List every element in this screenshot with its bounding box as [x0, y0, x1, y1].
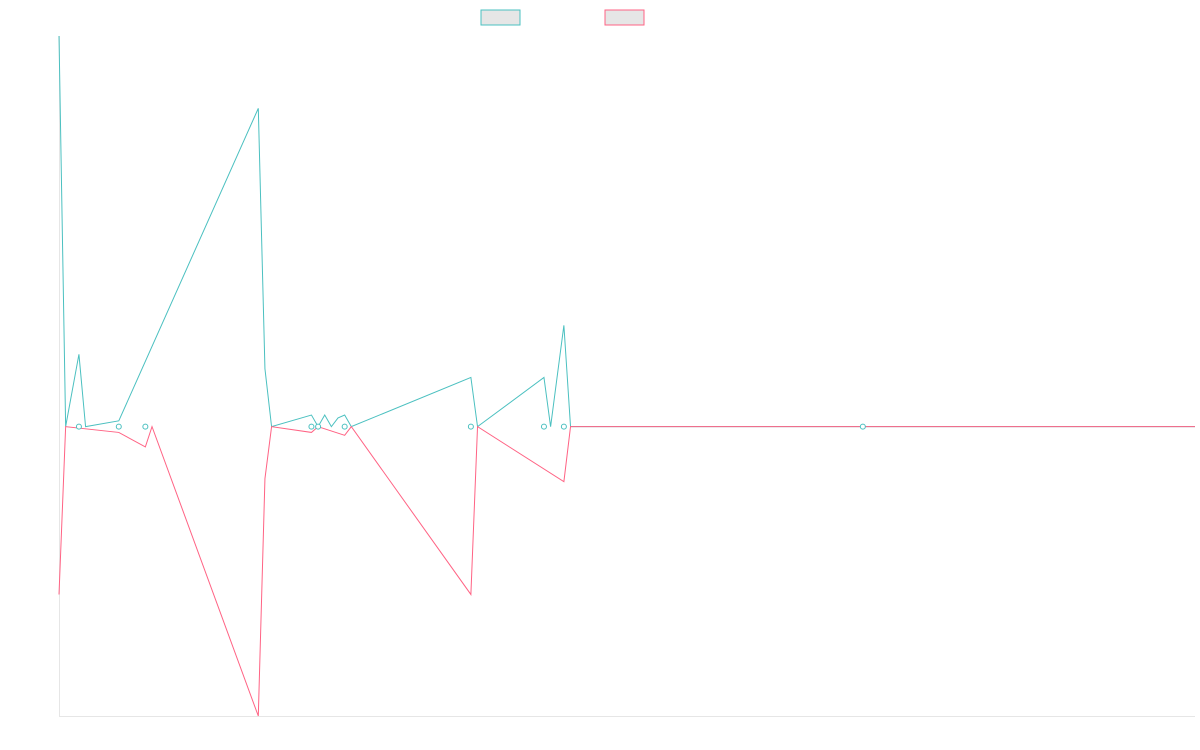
data-point[interactable]: [308, 423, 315, 430]
plot-area: [58, 35, 1195, 717]
data-point[interactable]: [142, 423, 149, 430]
data-point[interactable]: [341, 423, 348, 430]
legend-swatch-series-1[interactable]: [480, 9, 521, 26]
legend: [480, 9, 645, 26]
series-line-1: [58, 35, 1195, 428]
legend-swatch-series-2[interactable]: [604, 9, 645, 26]
data-point[interactable]: [560, 423, 567, 430]
data-point[interactable]: [540, 423, 547, 430]
data-point[interactable]: [467, 423, 474, 430]
data-point[interactable]: [315, 423, 322, 430]
data-point[interactable]: [75, 423, 82, 430]
data-point[interactable]: [859, 423, 866, 430]
data-point[interactable]: [115, 423, 122, 430]
series-line-2: [58, 425, 1195, 717]
